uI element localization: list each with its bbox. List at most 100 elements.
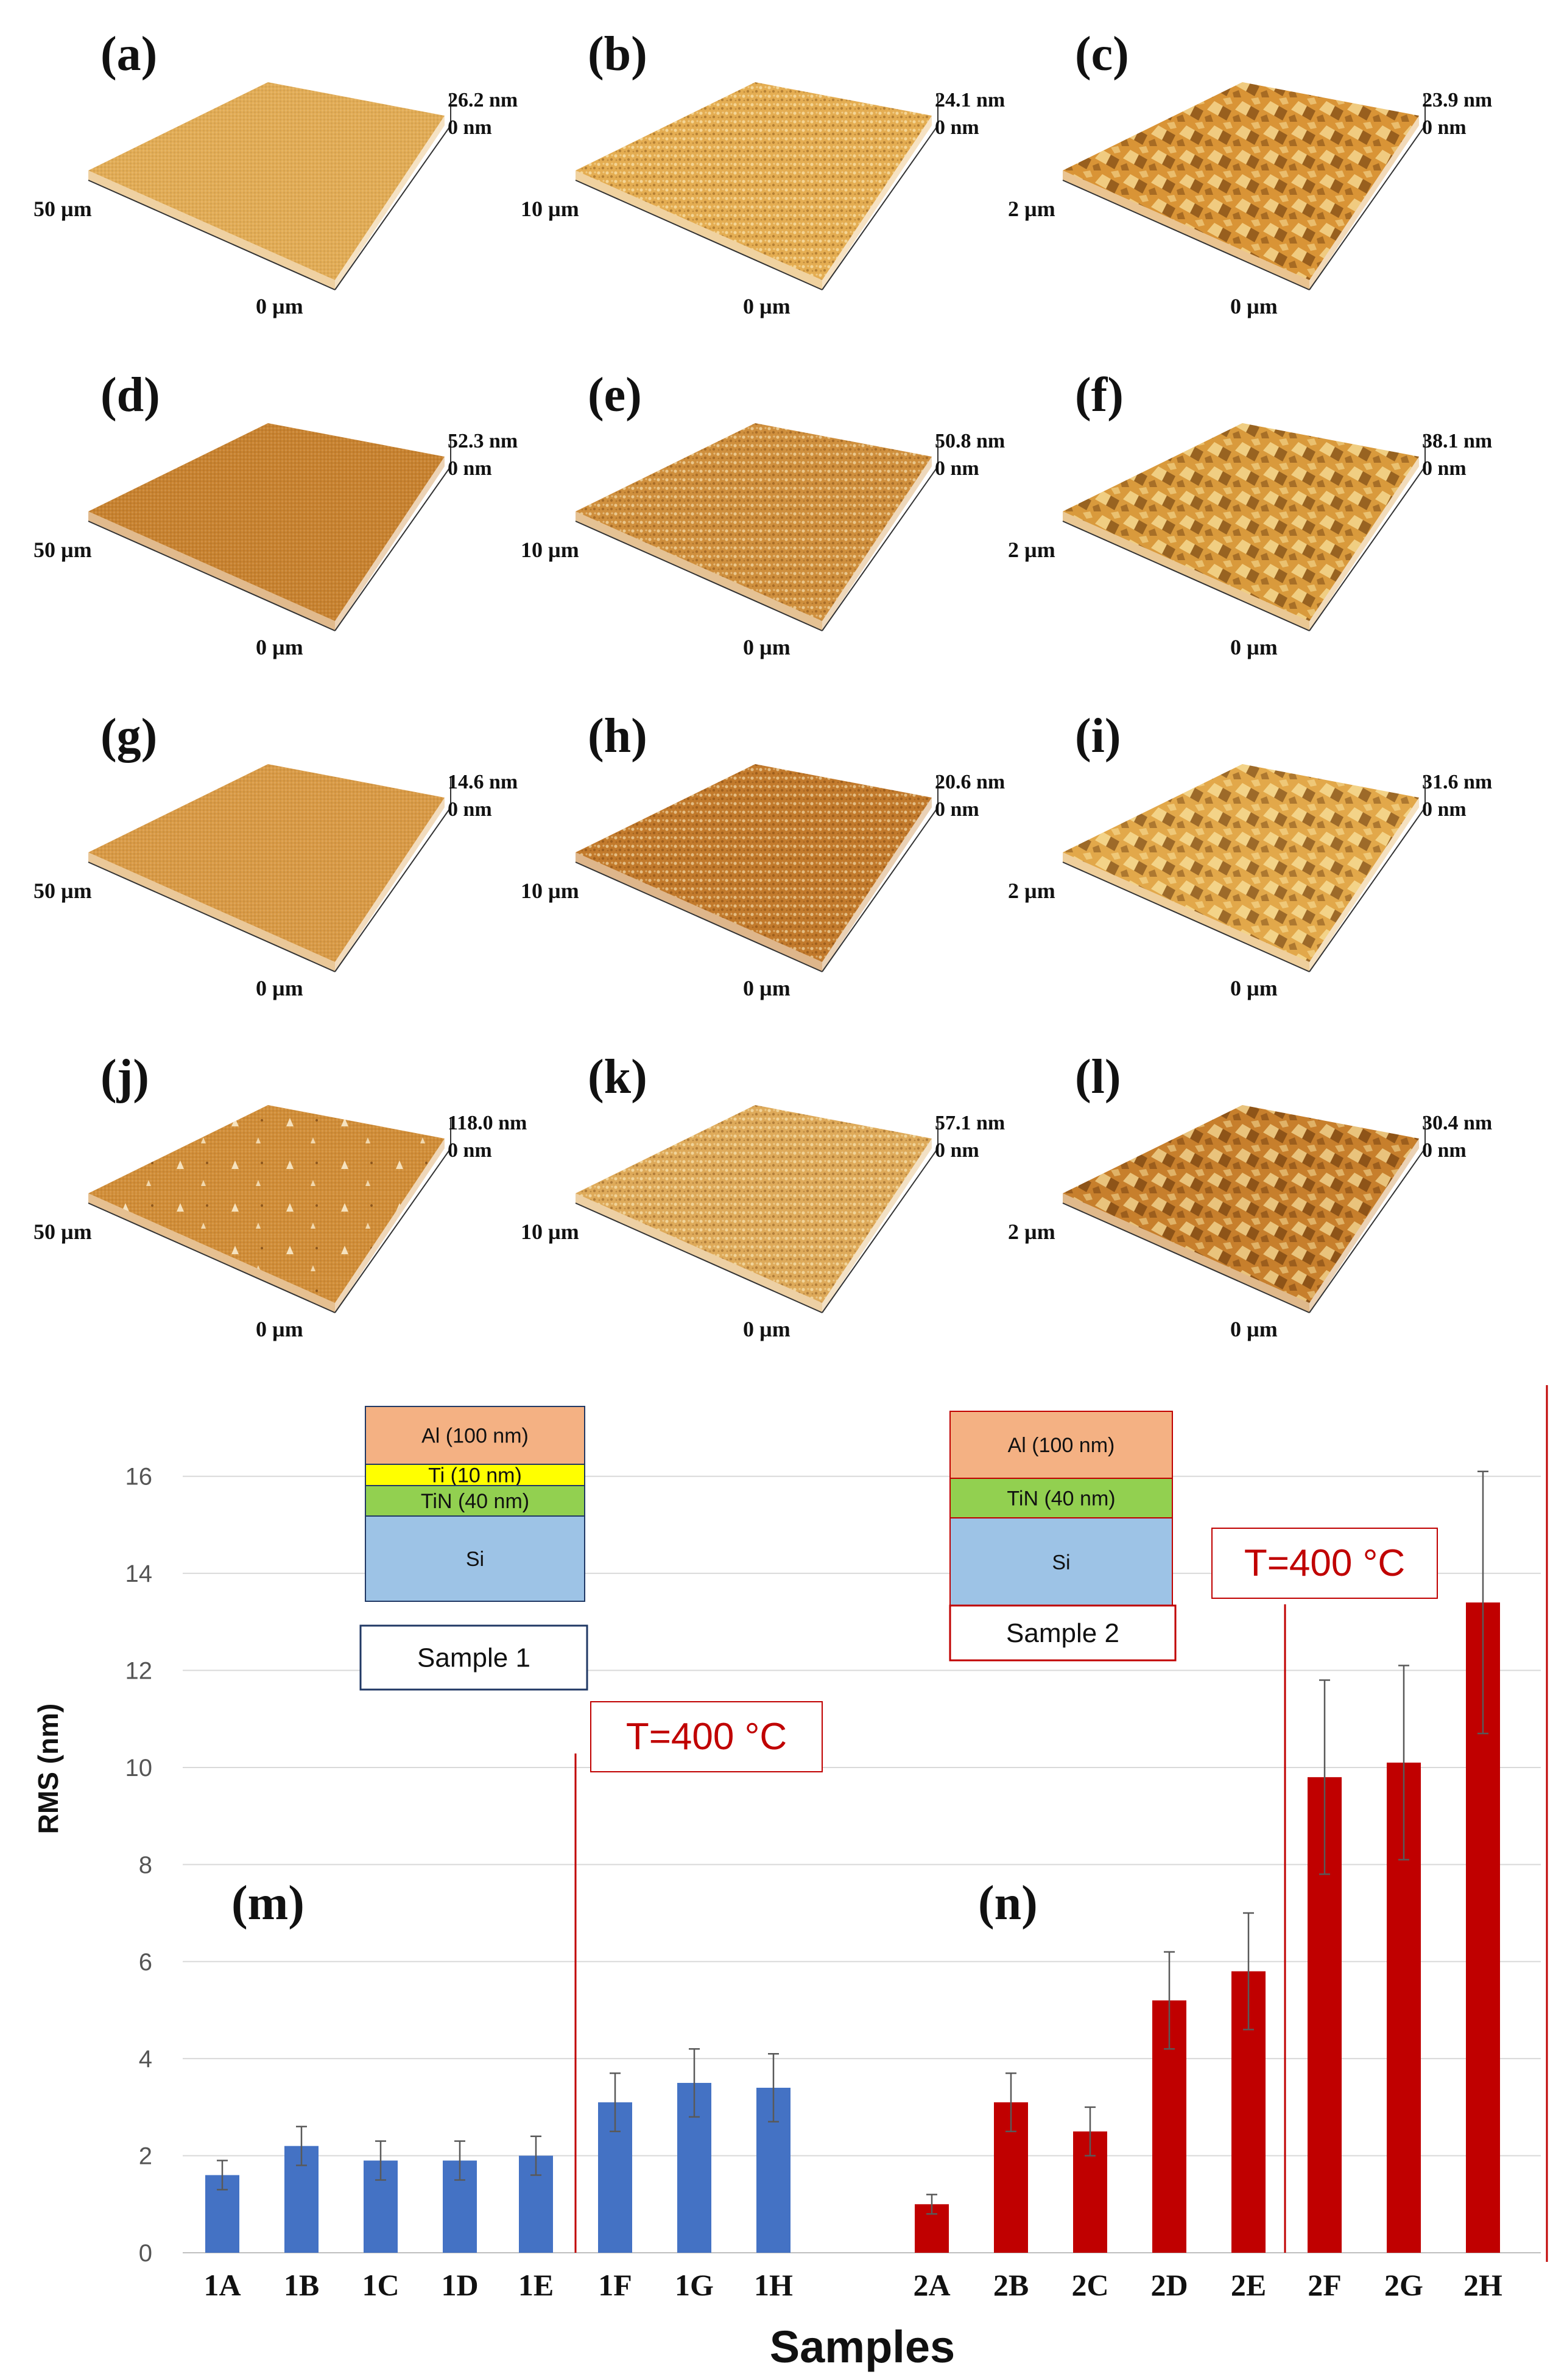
origin-label: 0 µm bbox=[743, 294, 791, 318]
axis-line bbox=[1309, 807, 1426, 972]
z-min-label: 0 nm bbox=[448, 457, 492, 480]
surface-side bbox=[88, 170, 335, 290]
category-label: 2G bbox=[1384, 2268, 1423, 2302]
z-min-label: 0 nm bbox=[1422, 1139, 1467, 1162]
stack-layer-label: TiN (40 nm) bbox=[421, 1490, 529, 1513]
category-label: 1H bbox=[754, 2268, 793, 2302]
afm-panel: (i) 31.6 nm 0 nm 2 µm 0 µm bbox=[1008, 709, 1492, 1000]
panel-label-n: (n) bbox=[978, 1876, 1038, 1930]
z-min-label: 0 nm bbox=[448, 116, 492, 139]
stack-layer-label: Si bbox=[466, 1548, 484, 1571]
surface-side bbox=[576, 511, 822, 631]
panel-label: (h) bbox=[588, 709, 647, 763]
category-label: 2F bbox=[1308, 2268, 1342, 2302]
origin-label: 0 µm bbox=[743, 1317, 791, 1341]
origin-label: 0 µm bbox=[1230, 1317, 1278, 1341]
z-max-label: 50.8 nm bbox=[935, 430, 1005, 452]
z-min-label: 0 nm bbox=[935, 116, 979, 139]
z-min-label: 0 nm bbox=[935, 798, 979, 821]
x-axis-title: Samples bbox=[770, 2322, 955, 2372]
scan-size-label: 2 µm bbox=[1008, 197, 1055, 221]
axis-line bbox=[334, 466, 451, 631]
axis-line bbox=[575, 180, 823, 290]
sample-title: Sample 1 bbox=[417, 1643, 530, 1673]
bars bbox=[205, 1470, 1500, 2253]
category-label: 1D bbox=[441, 2268, 478, 2302]
surface-side bbox=[88, 1193, 335, 1313]
surface-side bbox=[576, 170, 822, 290]
stack-layer-label: TiN (40 nm) bbox=[1007, 1487, 1115, 1511]
surface-side bbox=[1309, 457, 1419, 631]
scan-size-label: 2 µm bbox=[1008, 538, 1055, 562]
z-max-label: 30.4 nm bbox=[1422, 1112, 1492, 1134]
origin-label: 0 µm bbox=[743, 635, 791, 659]
surface-side bbox=[1063, 511, 1309, 631]
rms-bar-chart: 0 2 4 6 8 10 12 14 16 Al (100 nm) Ti (10 nm) TiN (… bbox=[32, 1385, 1548, 2372]
afm-surface-texture bbox=[88, 764, 445, 962]
stack-layer-label: Si bbox=[1052, 1551, 1070, 1574]
afm-surface-texture bbox=[576, 423, 932, 621]
stack-layer-label: Al (100 nm) bbox=[1008, 1434, 1115, 1457]
sample-title: Sample 2 bbox=[1006, 1618, 1119, 1648]
surface-side bbox=[1063, 170, 1309, 290]
axis-line bbox=[1309, 1148, 1426, 1313]
z-min-label: 0 nm bbox=[1422, 116, 1467, 139]
axis-line bbox=[1062, 180, 1310, 290]
panel-label: (e) bbox=[588, 368, 642, 422]
z-min-label: 0 nm bbox=[448, 798, 492, 821]
stack-layer bbox=[365, 1485, 585, 1517]
afm-surface-texture bbox=[576, 82, 932, 280]
category-label: 1B bbox=[284, 2268, 319, 2302]
x-category-labels: 1A 1B 1C 1D 1E 1F 1G 1H 2A 2B 2C 2D 2E 2F 2G 2H bbox=[203, 2268, 1502, 2302]
y-tick-label: 12 bbox=[125, 1658, 153, 1685]
category-label: 1G bbox=[675, 2268, 714, 2302]
origin-label: 0 µm bbox=[1230, 976, 1278, 1000]
panel-label: (b) bbox=[588, 27, 647, 81]
afm-surface-texture bbox=[88, 82, 445, 280]
axis-line bbox=[88, 180, 336, 290]
afm-panel: (e) 50.8 nm 0 nm 10 µm 0 µm bbox=[521, 368, 1005, 659]
axis-line bbox=[822, 807, 938, 972]
afm-surface-texture bbox=[576, 1105, 932, 1303]
z-max-label: 31.6 nm bbox=[1422, 771, 1492, 793]
scan-size-label: 2 µm bbox=[1008, 879, 1055, 903]
scan-size-label: 10 µm bbox=[521, 197, 579, 221]
category-label: 2H bbox=[1463, 2268, 1502, 2302]
y-tick-label: 8 bbox=[139, 1852, 152, 1878]
afm-surface-texture bbox=[1063, 1105, 1419, 1303]
afm-panel: (f) 38.1 nm 0 nm 2 µm 0 µm bbox=[1008, 368, 1492, 659]
panel-label-m: (m) bbox=[231, 1876, 305, 1930]
z-max-label: 118.0 nm bbox=[448, 1112, 527, 1134]
surface-side bbox=[822, 457, 932, 631]
z-max-label: 20.6 nm bbox=[935, 771, 1005, 793]
y-axis-title: RMS (nm) bbox=[32, 1704, 64, 1834]
stack-layer bbox=[365, 1515, 585, 1602]
axis-line bbox=[1062, 521, 1310, 631]
afm-panel: (c) 23.9 nm 0 nm 2 µm 0 µm bbox=[1008, 27, 1492, 318]
y-tick-label: 0 bbox=[139, 2240, 152, 2267]
z-min-label: 0 nm bbox=[1422, 457, 1467, 480]
panel-label: (g) bbox=[100, 709, 157, 763]
axis-line bbox=[575, 1202, 823, 1313]
panel-label: (i) bbox=[1075, 709, 1121, 763]
sample-title-box bbox=[359, 1624, 588, 1691]
origin-label: 0 µm bbox=[1230, 294, 1278, 318]
panel-label: (l) bbox=[1075, 1050, 1121, 1104]
axis-line bbox=[1062, 1202, 1310, 1313]
z-max-label: 52.3 nm bbox=[448, 430, 518, 452]
y-tick-label: 16 bbox=[125, 1464, 153, 1490]
axis-line bbox=[88, 862, 336, 972]
surface-side bbox=[335, 1139, 445, 1313]
surface-side bbox=[576, 1193, 822, 1313]
category-label: 2D bbox=[1150, 2268, 1188, 2302]
scan-size-label: 50 µm bbox=[33, 879, 92, 903]
afm-panel: (d) 52.3 nm 0 nm 50 µm 0 µm bbox=[33, 368, 518, 659]
surface-side bbox=[88, 511, 335, 631]
layer-stack-diagrams: Al (100 nm) Ti (10 nm) TiN (40 nm) Si Sample… bbox=[359, 1406, 1177, 1691]
stack-layer bbox=[949, 1478, 1173, 1518]
axis-line bbox=[334, 807, 451, 972]
panel-label: (f) bbox=[1075, 368, 1124, 422]
stack-layer-label: Ti (10 nm) bbox=[428, 1464, 522, 1487]
axis-line bbox=[88, 1202, 336, 1313]
